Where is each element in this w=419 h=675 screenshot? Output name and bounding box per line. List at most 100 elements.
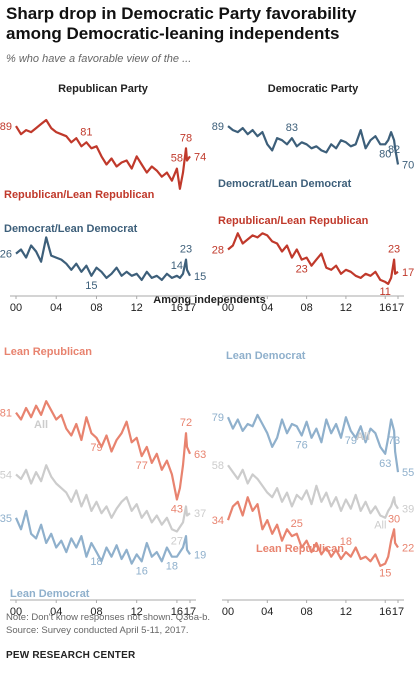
start-label-0-1: 26 bbox=[0, 249, 12, 261]
chart-subtitle: % who have a favorable view of the ... bbox=[6, 53, 192, 65]
point-label-2-2-2: 18 bbox=[166, 561, 178, 573]
x-tick-label-3-1: 04 bbox=[261, 606, 273, 618]
point-label-0-1-3: 15 bbox=[194, 271, 206, 283]
point-label-3-0-3: 73 bbox=[388, 435, 400, 447]
series-name-1-0: Democrat/Lean Democrat bbox=[218, 178, 352, 190]
x-tick-label-3-0: 00 bbox=[222, 606, 234, 618]
point-label-2-0-3: 72 bbox=[180, 417, 192, 429]
point-label-2-0-4: 63 bbox=[194, 449, 206, 461]
x-tick-label-2-3: 12 bbox=[131, 606, 143, 618]
point-label-0-1-2: 23 bbox=[180, 244, 192, 256]
x-tick-label-1-2: 08 bbox=[300, 302, 312, 314]
point-label-3-1-1: 39 bbox=[402, 504, 414, 516]
point-label-1-1-1: 11 bbox=[380, 286, 391, 298]
series-line-3-2 bbox=[226, 496, 399, 568]
start-label-2-0: 81 bbox=[0, 408, 12, 420]
x-tick-label-3-3: 12 bbox=[340, 606, 352, 618]
x-tick-label-0-3: 12 bbox=[131, 302, 143, 314]
start-label-3-0: 79 bbox=[212, 412, 224, 424]
series-name-0-1: Democrat/Lean Democrat bbox=[4, 223, 138, 235]
point-label-2-0-1: 77 bbox=[136, 460, 148, 472]
series-name-1-1: Republican/Lean Republican bbox=[218, 215, 369, 227]
point-label-0-1-0: 15 bbox=[85, 280, 97, 292]
point-label-0-1-1: 14 bbox=[171, 260, 183, 272]
series-line-3-0 bbox=[226, 413, 400, 473]
point-label-1-1-0: 23 bbox=[296, 264, 308, 276]
independents-heading: Among independents bbox=[153, 294, 266, 306]
point-label-1-0-1: 80 bbox=[379, 148, 391, 160]
series-line-1-1 bbox=[227, 232, 399, 285]
x-tick-label-1-5: 17 bbox=[392, 302, 404, 314]
x-tick-label-0-5: 17 bbox=[184, 302, 196, 314]
series-line-1-0 bbox=[227, 125, 400, 165]
x-tick-label-0-2: 08 bbox=[90, 302, 102, 314]
x-tick-label-2-4: 16 bbox=[171, 606, 183, 618]
x-tick-label-2-0: 00 bbox=[10, 606, 22, 618]
x-tick-label-1-3: 12 bbox=[340, 302, 352, 314]
series-name-3-1: All bbox=[356, 431, 370, 443]
x-tick-label-2-5: 17 bbox=[184, 606, 196, 618]
point-label-0-0-2: 78 bbox=[180, 132, 192, 144]
point-label-3-0-4: 55 bbox=[402, 467, 414, 479]
point-label-3-0-1: 79 bbox=[345, 435, 357, 447]
x-tick-label-3-2: 08 bbox=[300, 606, 312, 618]
x-tick-label-1-0: 00 bbox=[222, 302, 234, 314]
x-tick-label-2-1: 04 bbox=[50, 606, 62, 618]
x-tick-label-1-1: 04 bbox=[261, 302, 273, 314]
x-tick-label-2-2: 08 bbox=[90, 606, 102, 618]
point-label-0-0-3: 74 bbox=[194, 151, 206, 163]
start-label-3-1: 58 bbox=[212, 460, 224, 472]
chart-title: Sharp drop in Democratic Party favorabil… bbox=[6, 4, 357, 43]
series-line-0-0 bbox=[15, 118, 191, 190]
point-label-3-2-2: 15 bbox=[379, 568, 391, 580]
point-label-0-0-0: 81 bbox=[80, 126, 92, 138]
point-label-3-2-4: 22 bbox=[402, 543, 414, 555]
x-tick-label-1-4: 16 bbox=[379, 302, 391, 314]
x-tick-label-3-5: 17 bbox=[392, 606, 404, 618]
point-label-1-1-3: 17 bbox=[402, 267, 414, 279]
point-label-3-0-0: 76 bbox=[296, 439, 308, 451]
point-label-2-2-1: 16 bbox=[136, 565, 148, 577]
point-label-3-2-1: 18 bbox=[340, 536, 352, 548]
point-label-2-0-0: 79 bbox=[90, 442, 102, 454]
note-text: Note: Don't know responses not shown. Q3… bbox=[6, 612, 211, 623]
x-tick-label-3-4: 16 bbox=[379, 606, 391, 618]
start-label-2-1: 54 bbox=[0, 469, 12, 481]
start-label-3-2: 34 bbox=[212, 515, 224, 527]
point-label-3-0-2: 63 bbox=[379, 458, 391, 470]
source-text: Source: Survey conducted April 5-11, 201… bbox=[6, 625, 189, 636]
series-name-3-0: Lean Democrat bbox=[226, 350, 306, 362]
start-label-1-1: 28 bbox=[212, 245, 224, 257]
series-name-0-0: Republican/Lean Republican bbox=[4, 189, 155, 201]
point-label-2-2-0: 18 bbox=[90, 556, 102, 568]
point-label-1-0-2: 82 bbox=[388, 144, 400, 156]
series-name-2-1: All bbox=[34, 419, 48, 431]
point-label-1-1-2: 23 bbox=[388, 244, 400, 256]
point-label-2-1-0: 27 bbox=[171, 536, 183, 548]
series-name-2-2: Lean Democrat bbox=[10, 588, 90, 600]
series-name-2-0: Lean Republican bbox=[4, 346, 92, 358]
point-label-3-2-0: 25 bbox=[291, 518, 303, 530]
point-label-3-2-3: 30 bbox=[388, 513, 400, 525]
panel-title-1: Democratic Party bbox=[268, 83, 359, 95]
x-tick-label-0-1: 04 bbox=[50, 302, 62, 314]
point-label-2-1-1: 37 bbox=[194, 508, 206, 520]
series-line-3-1 bbox=[227, 464, 399, 519]
start-label-0-0: 89 bbox=[0, 121, 12, 133]
x-tick-label-0-0: 00 bbox=[10, 302, 22, 314]
series-name-3-2: Lean Republican bbox=[256, 543, 344, 555]
series-line-0-1 bbox=[15, 236, 191, 281]
pew-brand: PEW RESEARCH CENTER bbox=[6, 650, 136, 661]
start-label-1-0: 89 bbox=[212, 121, 224, 133]
series-line-2-1 bbox=[15, 464, 191, 533]
x-tick-label-0-4: 16 bbox=[171, 302, 183, 314]
point-label-1-0-3: 70 bbox=[402, 160, 414, 172]
point-label-1-0-0: 83 bbox=[286, 122, 298, 134]
point-label-2-2-3: 19 bbox=[194, 549, 206, 561]
point-label-2-0-2: 43 bbox=[171, 504, 183, 516]
series-line-2-0 bbox=[15, 400, 192, 501]
point-label-0-0-1: 58 bbox=[171, 153, 183, 165]
point-label-3-1-0: All bbox=[374, 520, 386, 532]
